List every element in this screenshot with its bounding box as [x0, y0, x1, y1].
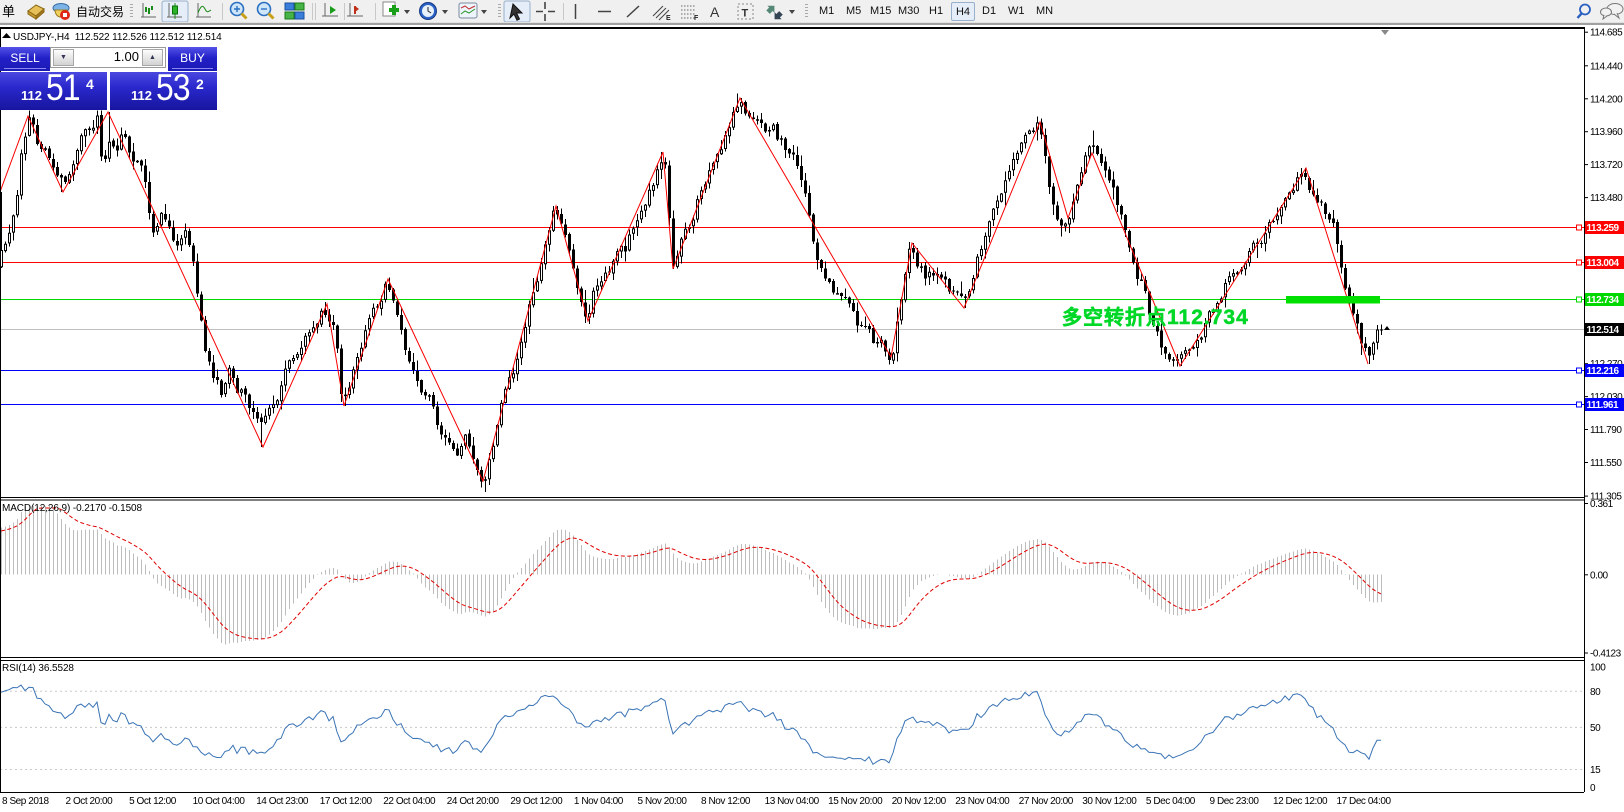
svg-text:112.216: 112.216 — [1587, 366, 1620, 377]
svg-text:112.514: 112.514 — [1587, 325, 1620, 336]
svg-text:100: 100 — [1590, 663, 1606, 674]
svg-text:5 Oct 12:00: 5 Oct 12:00 — [129, 796, 177, 807]
svg-text:111.305: 111.305 — [1590, 492, 1622, 503]
svg-text:23 Nov 04:00: 23 Nov 04:00 — [955, 796, 1010, 807]
svg-text:112.734: 112.734 — [1587, 295, 1620, 306]
svg-text:自动交易: 自动交易 — [76, 4, 124, 19]
svg-text:111.961: 111.961 — [1587, 400, 1619, 411]
svg-text:30 Nov 12:00: 30 Nov 12:00 — [1082, 796, 1137, 807]
svg-text:T: T — [742, 8, 749, 20]
svg-text:114.685: 114.685 — [1590, 28, 1623, 39]
svg-text:111.550: 111.550 — [1590, 458, 1622, 469]
svg-text:80: 80 — [1590, 687, 1601, 698]
svg-text:F: F — [694, 15, 699, 22]
svg-text:多空转折点112.734: 多空转折点112.734 — [1062, 305, 1249, 329]
svg-text:114.440: 114.440 — [1590, 61, 1623, 72]
svg-text:8 Nov 12:00: 8 Nov 12:00 — [701, 796, 751, 807]
svg-text:14 Oct 23:00: 14 Oct 23:00 — [256, 796, 309, 807]
svg-text:27 Nov 20:00: 27 Nov 20:00 — [1019, 796, 1074, 807]
svg-text:RSI(14) 36.5528: RSI(14) 36.5528 — [2, 663, 74, 674]
svg-text:50: 50 — [1590, 723, 1601, 734]
svg-text:8 Sep 2018: 8 Sep 2018 — [2, 796, 50, 807]
svg-text:113.720: 113.720 — [1590, 160, 1623, 171]
svg-text:15 Nov 20:00: 15 Nov 20:00 — [828, 796, 883, 807]
svg-text:12 Dec 12:00: 12 Dec 12:00 — [1273, 796, 1328, 807]
svg-text:113.960: 113.960 — [1590, 127, 1623, 138]
svg-text:113.259: 113.259 — [1587, 223, 1620, 234]
svg-text:22 Oct 04:00: 22 Oct 04:00 — [383, 796, 436, 807]
svg-text:113.480: 113.480 — [1590, 193, 1623, 204]
svg-text:13 Nov 04:00: 13 Nov 04:00 — [765, 796, 820, 807]
svg-text:0.361: 0.361 — [1590, 499, 1614, 510]
svg-text:9 Dec 23:00: 9 Dec 23:00 — [1210, 796, 1260, 807]
svg-text:20 Nov 12:00: 20 Nov 12:00 — [892, 796, 947, 807]
svg-text:113.004: 113.004 — [1587, 258, 1620, 269]
svg-text:1 Nov 04:00: 1 Nov 04:00 — [574, 796, 624, 807]
svg-text:111.790: 111.790 — [1590, 425, 1622, 436]
svg-text:0: 0 — [1590, 783, 1596, 794]
svg-text:MACD(12,26,9) -0.2170 -0.1508: MACD(12,26,9) -0.2170 -0.1508 — [2, 503, 142, 514]
svg-text:USDJPY-,H4 112.522 112.526 11: USDJPY-,H4 112.522 112.526 112.512 112.5… — [13, 32, 222, 43]
svg-text:E: E — [666, 15, 671, 22]
svg-text:114.200: 114.200 — [1590, 94, 1623, 105]
svg-text:5 Dec 04:00: 5 Dec 04:00 — [1146, 796, 1196, 807]
svg-text:单: 单 — [2, 4, 15, 19]
svg-text:15: 15 — [1590, 765, 1601, 776]
svg-text:24 Oct 20:00: 24 Oct 20:00 — [447, 796, 500, 807]
svg-text:10 Oct 04:00: 10 Oct 04:00 — [193, 796, 246, 807]
svg-text:29 Oct 12:00: 29 Oct 12:00 — [510, 796, 563, 807]
svg-text:5 Nov 20:00: 5 Nov 20:00 — [638, 796, 688, 807]
svg-text:-0.4123: -0.4123 — [1590, 649, 1622, 660]
svg-text:0.00: 0.00 — [1590, 570, 1609, 581]
svg-text:17 Dec 04:00: 17 Dec 04:00 — [1337, 796, 1392, 807]
svg-text:17 Oct 12:00: 17 Oct 12:00 — [320, 796, 373, 807]
svg-text:A: A — [710, 4, 720, 20]
svg-text:2 Oct 20:00: 2 Oct 20:00 — [66, 796, 114, 807]
svg-text:112.030: 112.030 — [1590, 392, 1623, 403]
